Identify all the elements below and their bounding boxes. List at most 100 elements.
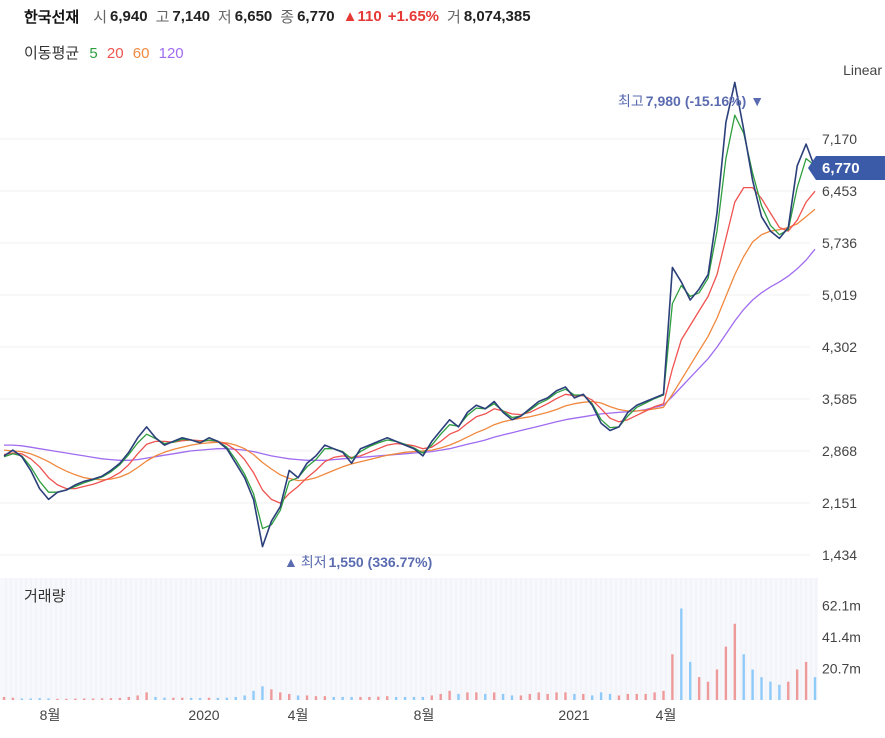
- high-annotation-value: 7,980: [646, 93, 681, 109]
- high-marker-icon: ▼: [750, 93, 764, 109]
- price-lines: [3, 81, 816, 548]
- volume-tick-label: 20.7m: [822, 660, 861, 676]
- current-price-badge: [808, 156, 885, 181]
- open-value: 6,940: [110, 7, 148, 25]
- price-tick-label: 7,170: [822, 131, 857, 147]
- series-ma60: [3, 208, 816, 482]
- volume-bar: [172, 697, 175, 700]
- volume-bar: [11, 697, 15, 700]
- series-ma120: [4, 248, 816, 461]
- volume-bar: [733, 623, 736, 700]
- ma-legend-60[interactable]: 60: [132, 45, 150, 62]
- volume-pane-bg: [0, 578, 818, 700]
- series-ma20: [3, 186, 816, 504]
- high-annotation-pct: (-15.16%): [685, 93, 746, 109]
- price-tick-label: 3,585: [822, 391, 857, 407]
- volume-value: 8,074,385: [463, 7, 531, 25]
- volume-bar: [555, 692, 558, 700]
- volume-bar: [252, 690, 255, 700]
- volume-bar: [590, 695, 594, 700]
- volume-bar: [323, 696, 327, 700]
- volume-bar: [394, 696, 398, 700]
- volume-bar: [778, 684, 781, 700]
- volume-label: 거: [447, 8, 461, 26]
- ma-legend-20[interactable]: 20: [106, 45, 124, 62]
- volume-bar: [118, 697, 122, 700]
- volume-bar: [216, 697, 220, 700]
- scale-mode-toggle[interactable]: Linear: [843, 62, 882, 78]
- volume-bar: [189, 697, 193, 700]
- volume-bar: [100, 698, 104, 700]
- volume-bar: [599, 692, 603, 700]
- volume-bar: [127, 696, 130, 700]
- volume-bar: [136, 695, 139, 700]
- volume-bar: [537, 692, 540, 700]
- volume-bar: [412, 696, 416, 700]
- time-tick-label: 2020: [188, 707, 219, 723]
- volume-bar: [724, 646, 728, 700]
- high-value: 7,140: [172, 7, 210, 25]
- volume-bar: [2, 696, 6, 700]
- volume-bar: [804, 661, 808, 700]
- volume-bar: [386, 696, 389, 700]
- volume-bar: [270, 689, 273, 700]
- low-annotation-label: 최저: [301, 554, 327, 570]
- price-tick-label: 1,434: [822, 547, 857, 563]
- high-label: 고: [155, 8, 170, 26]
- volume-bar: [91, 698, 95, 700]
- time-tick-label: 8월: [414, 707, 435, 723]
- close-value: 6,770: [297, 7, 335, 25]
- stock-name: 한국선재: [24, 8, 80, 26]
- volume-bar: [243, 695, 246, 700]
- volume-bar: [546, 693, 549, 700]
- volume-bar: [368, 696, 371, 700]
- volume-bar: [510, 695, 514, 700]
- volume-bar: [751, 669, 754, 700]
- volume-bar: [457, 693, 460, 700]
- volume-bar: [38, 698, 41, 700]
- price-tick-label: 5,736: [822, 235, 857, 251]
- volume-bar: [608, 693, 612, 700]
- volume-bar: [564, 692, 567, 700]
- volume-bar: [145, 692, 148, 700]
- volume-bar: [689, 661, 692, 700]
- change-percent: +1.65%: [387, 7, 439, 25]
- volume-bar: [448, 690, 451, 700]
- volume-bar: [671, 654, 674, 700]
- low-value: 6,650: [234, 7, 273, 25]
- volume-bar: [341, 696, 344, 700]
- volume-bar: [617, 695, 621, 700]
- volume-bar: [519, 695, 523, 700]
- volume-bar: [287, 693, 291, 700]
- price-tick-label: 6,453: [822, 183, 857, 199]
- volume-bar: [47, 698, 50, 700]
- volume-grid: [0, 578, 818, 700]
- volume-bar: [626, 693, 630, 700]
- volume-bar: [154, 696, 157, 700]
- change-value: 110: [357, 7, 382, 25]
- volume-axis: 62.1m 41.4m 20.7m: [822, 597, 861, 676]
- volume-bar: [697, 677, 701, 700]
- low-annotation-value: 1,550: [329, 554, 364, 570]
- ma-legend-120[interactable]: 120: [158, 45, 184, 62]
- ma-legend-5[interactable]: 5: [89, 45, 98, 62]
- price-axis: 7,170 6,453 5,736 5,019 4,302 3,585 2,868 2,151…: [822, 131, 857, 563]
- volume-bar: [279, 692, 282, 700]
- volume-bar: [787, 681, 790, 700]
- volume-bar: [83, 698, 86, 700]
- high-annotation: 최고 7,980 (-15.16%) ▼: [618, 93, 764, 109]
- volume-bar: [769, 681, 772, 700]
- volume-bar: [234, 696, 237, 700]
- volume-bar: [350, 696, 353, 700]
- volume-bar: [261, 686, 264, 700]
- volume-bar: [644, 693, 647, 700]
- volume-bar: [715, 669, 719, 700]
- volume-bar: [528, 693, 532, 700]
- volume-bar: [29, 698, 32, 700]
- volume-bar: [439, 693, 442, 700]
- volume-bar: [332, 696, 335, 700]
- volume-bar: [430, 695, 433, 700]
- high-annotation-label: 최고: [618, 93, 644, 109]
- time-tick-label: 2021: [558, 707, 589, 723]
